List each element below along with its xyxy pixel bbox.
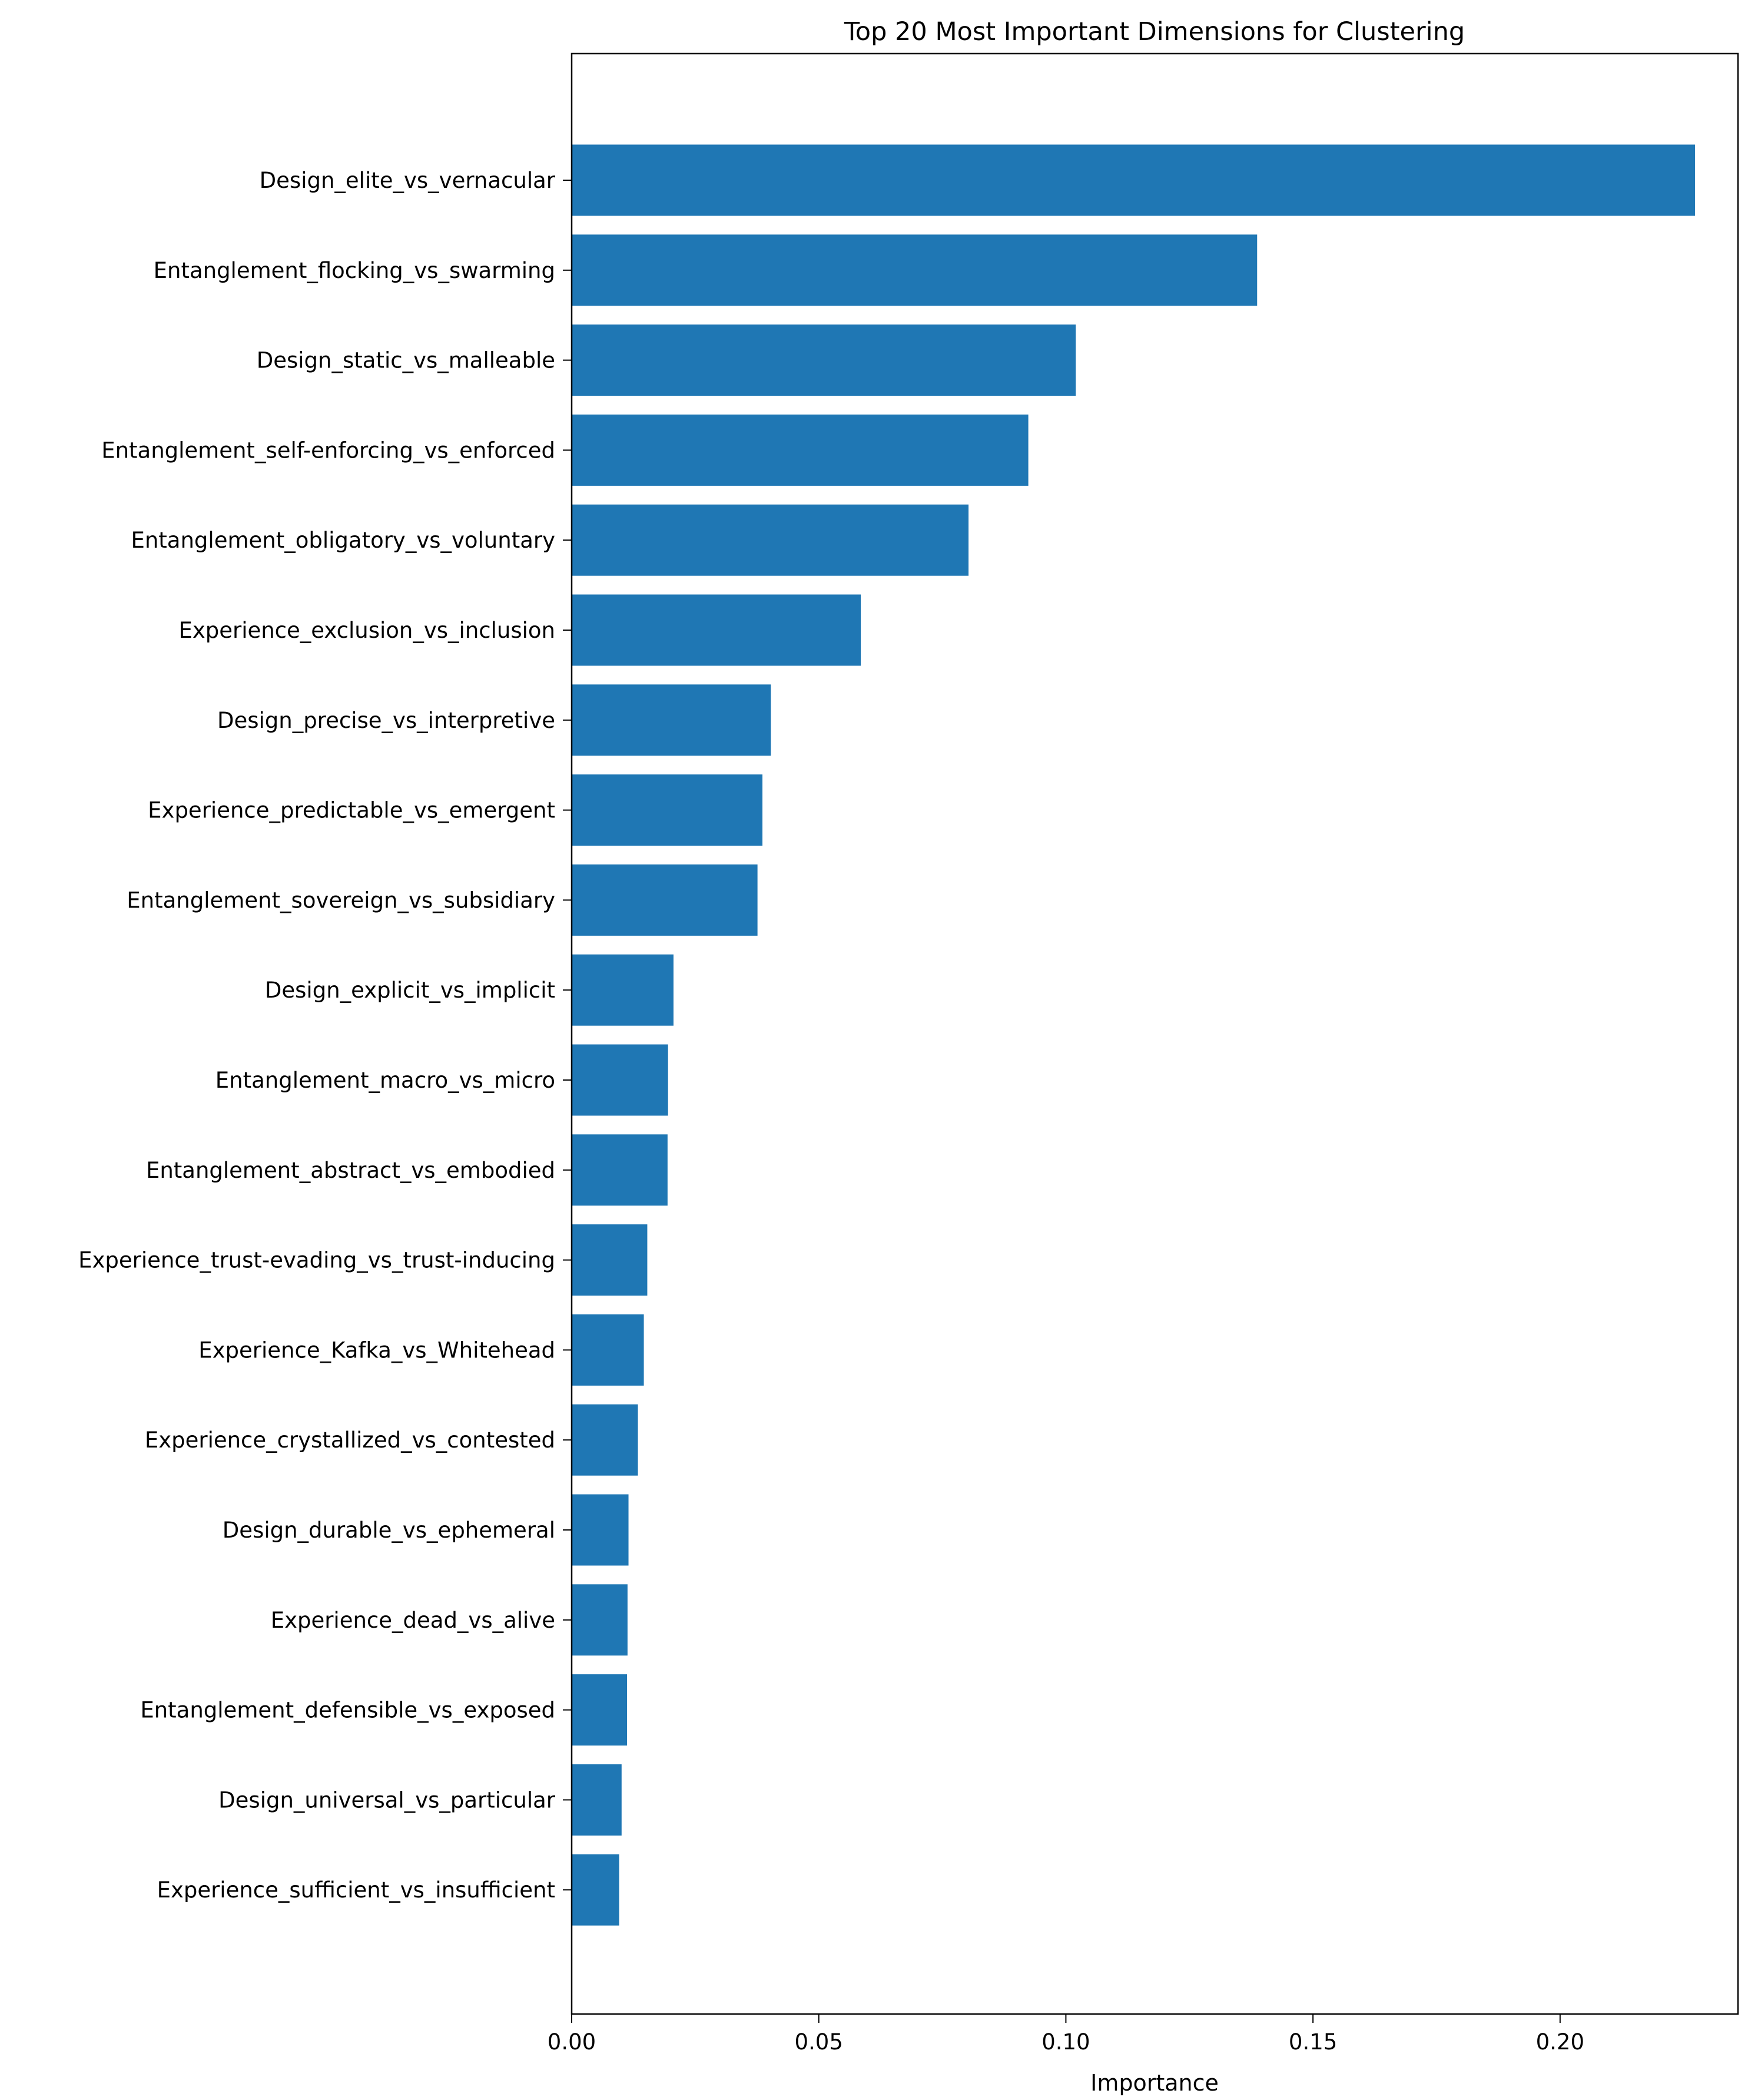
x-tick-label: 0.20 <box>1536 2029 1584 2055</box>
y-tick-label: Design_durable_vs_ephemeral <box>223 1518 555 1543</box>
bar <box>572 1494 629 1566</box>
x-tick-label: 0.00 <box>548 2029 596 2055</box>
bar <box>572 234 1258 306</box>
bar <box>572 414 1029 486</box>
y-tick-label: Experience_exclusion_vs_inclusion <box>178 618 555 643</box>
y-tick-label: Design_static_vs_malleable <box>257 348 555 373</box>
y-tick-label: Entanglement_abstract_vs_embodied <box>146 1158 555 1183</box>
bar <box>572 1134 668 1206</box>
y-tick-label: Experience_crystallized_vs_contested <box>145 1427 555 1453</box>
bar <box>572 1224 648 1296</box>
y-tick-label: Entanglement_sovereign_vs_subsidiary <box>127 887 555 913</box>
y-tick-label: Entanglement_macro_vs_micro <box>215 1068 555 1093</box>
y-tick-label: Entanglement_obligatory_vs_voluntary <box>131 528 555 553</box>
y-tick-label: Entanglement_flocking_vs_swarming <box>154 258 555 283</box>
bar <box>572 954 674 1026</box>
plot-frame <box>570 52 1739 2015</box>
y-tick-label: Design_explicit_vs_implicit <box>265 978 555 1003</box>
bar <box>572 1674 628 1746</box>
y-tick-label: Experience_sufficient_vs_insufficient <box>157 1877 555 1903</box>
y-tick-label: Experience_dead_vs_alive <box>271 1608 555 1633</box>
bar <box>572 1854 619 1926</box>
bar <box>572 504 969 576</box>
y-tick-label: Entanglement_self-enforcing_vs_enforced <box>101 438 555 463</box>
bar <box>572 1314 644 1386</box>
bar <box>572 864 758 936</box>
bar <box>572 144 1695 216</box>
bar <box>572 324 1076 396</box>
chart-title: Top 20 Most Important Dimensions for Clu… <box>844 17 1465 47</box>
bar <box>572 1764 622 1836</box>
bar <box>572 1584 628 1656</box>
y-tick-label: Experience_predictable_vs_emergent <box>148 798 555 823</box>
x-tick-label: 0.10 <box>1041 2029 1090 2055</box>
y-tick-label: Experience_Kafka_vs_Whitehead <box>198 1337 555 1363</box>
bar <box>572 1044 668 1116</box>
x-tick-label: 0.05 <box>795 2029 843 2055</box>
y-tick-label: Design_precise_vs_interpretive <box>217 708 555 733</box>
bar <box>572 774 763 846</box>
bar <box>572 594 861 666</box>
x-tick-label: 0.15 <box>1289 2029 1337 2055</box>
bar <box>572 684 771 756</box>
y-tick-label: Design_elite_vs_vernacular <box>260 168 556 193</box>
y-tick-label: Entanglement_defensible_vs_exposed <box>140 1698 555 1723</box>
y-tick-label: Experience_trust-evading_vs_trust-induci… <box>78 1248 555 1273</box>
y-tick-label: Design_universal_vs_particular <box>218 1787 556 1813</box>
bar <box>572 1404 638 1476</box>
x-axis-label: Importance <box>1090 2070 1219 2096</box>
